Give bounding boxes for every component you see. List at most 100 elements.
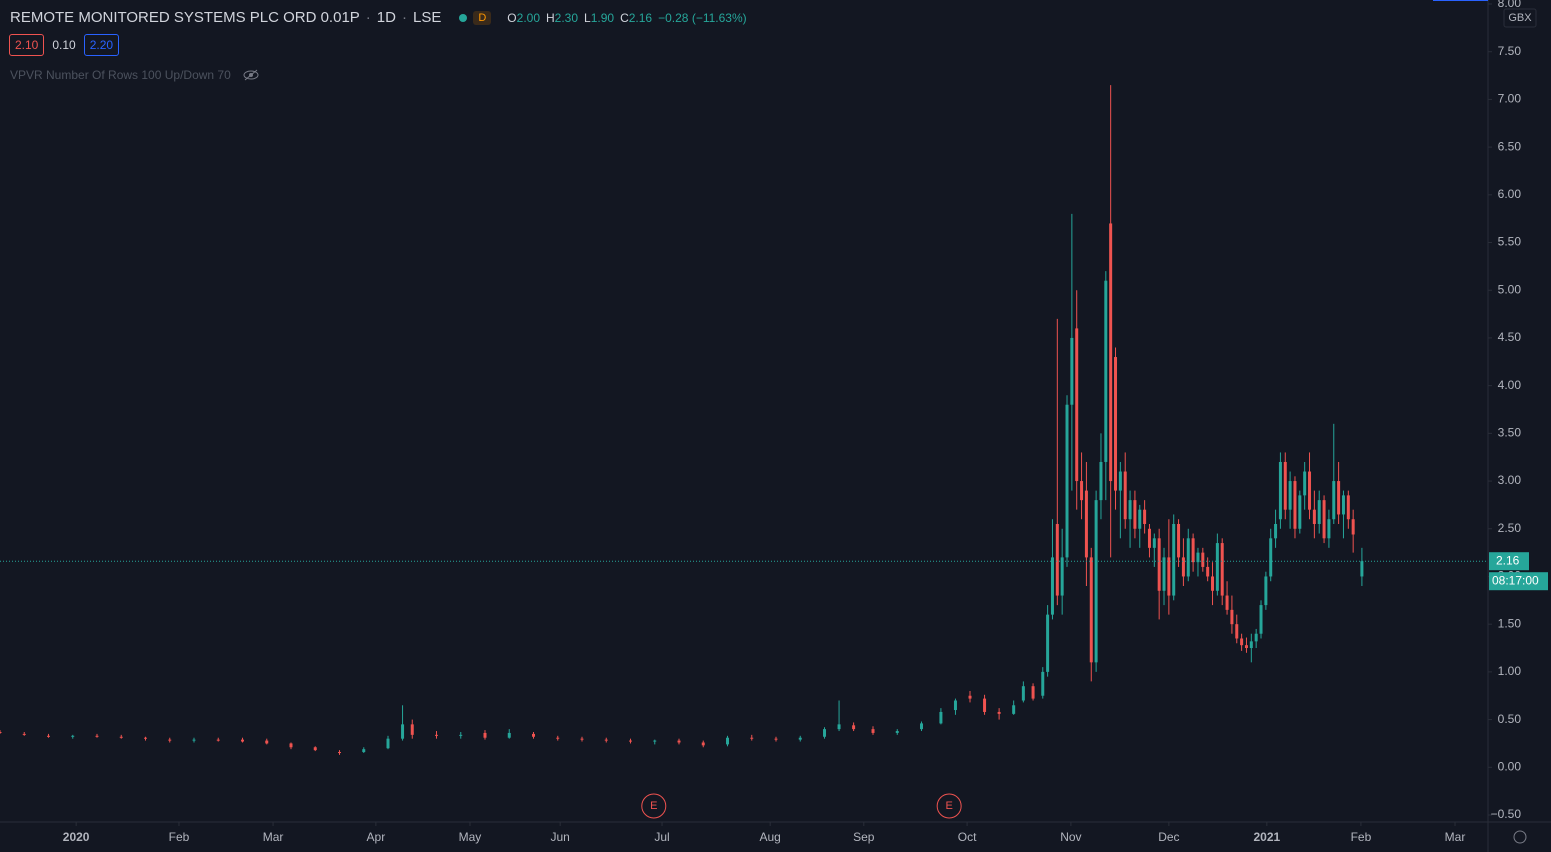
y-tick-label: 3.00 (1498, 473, 1522, 487)
candle-body (1099, 461, 1103, 501)
candle-body (401, 724, 405, 739)
candle-body (1186, 538, 1190, 577)
candle-body (1259, 605, 1263, 634)
candle-body (435, 734, 439, 736)
candle-body (701, 742, 705, 746)
candle-body (1351, 519, 1355, 535)
ohlc-key: H (546, 10, 555, 25)
earnings-marker (936, 793, 962, 819)
candle-body (1264, 576, 1268, 606)
candle-body (241, 739, 245, 742)
x-tick-label: Feb (1351, 830, 1372, 844)
earnings-label: E (650, 800, 657, 812)
candle-body (1196, 552, 1200, 563)
candle-body (289, 743, 293, 748)
candle-body (265, 740, 269, 744)
candle-body (1337, 481, 1341, 515)
x-tick-label: Jul (654, 830, 669, 844)
exchange: LSE (412, 9, 442, 26)
candle-body (1138, 509, 1142, 529)
candle-body (580, 738, 584, 740)
candle-body (920, 723, 924, 730)
candle-body (1283, 461, 1287, 510)
y-tick-label: 6.50 (1498, 139, 1522, 153)
candle-body (837, 724, 841, 730)
candle-body (95, 735, 99, 737)
last-price-label: 2.16 (1496, 553, 1520, 567)
settings-icon[interactable] (1513, 830, 1527, 844)
ohlc-value: 2.30 (554, 10, 579, 25)
candle-body (1109, 223, 1113, 482)
x-tick-label: 2021 (1253, 830, 1280, 844)
candle-body (1181, 557, 1185, 577)
ohlc-value: 2.16 (628, 10, 653, 25)
candle-body (1080, 481, 1084, 501)
x-tick-label: 2020 (63, 830, 90, 844)
candle-body (823, 729, 827, 737)
candle-body (1360, 561, 1364, 577)
candle-body (1341, 495, 1345, 515)
candle-body (1050, 557, 1054, 615)
candle-body (895, 731, 899, 733)
candle-body (953, 700, 957, 711)
candle-body (1244, 645, 1248, 649)
x-tick-label: Dec (1158, 830, 1179, 844)
candle-body (1240, 638, 1244, 646)
symbol: REMOTE MONITORED SYSTEMS PLC ORD 0.01P (10, 9, 360, 26)
interval: 1D (376, 9, 396, 26)
candle-body (1094, 500, 1098, 663)
x-tick-label: Jun (551, 830, 570, 844)
candle-body (459, 734, 463, 736)
candle-body (1201, 552, 1205, 567)
candle-body (983, 698, 987, 712)
candle-body (119, 736, 123, 738)
last-price-box (1489, 552, 1529, 571)
x-tick-label: Apr (367, 830, 386, 844)
ask[interactable]: 2.20 (83, 34, 120, 56)
candle-body (798, 737, 802, 740)
candle-body (677, 740, 681, 743)
candle-body (629, 740, 633, 742)
y-tick-label: 2.50 (1498, 521, 1522, 535)
y-tick-label: 5.50 (1498, 235, 1522, 249)
currency: GBX (1508, 12, 1532, 24)
candle-body (1312, 509, 1316, 524)
countdown-box (1489, 572, 1548, 591)
candle-body (1089, 557, 1093, 663)
candle-body (871, 729, 875, 733)
y-tick-label: −0.50 (1491, 807, 1522, 821)
candle-body (144, 737, 148, 739)
bid[interactable]: 2.10 (9, 34, 45, 56)
candle-body (1055, 523, 1059, 596)
candle-body (1274, 523, 1278, 539)
x-tick-label: Mar (1445, 830, 1466, 844)
candle-body (0, 731, 2, 733)
candle-body (1317, 500, 1321, 524)
candle-body (1346, 495, 1350, 520)
candle-body (774, 738, 778, 740)
candle-body (997, 711, 1001, 714)
candle-body (168, 739, 172, 741)
y-tick-label: 1.50 (1498, 616, 1522, 630)
candle-body (1123, 471, 1127, 520)
hide-icon[interactable] (242, 69, 260, 81)
candle-body (1298, 495, 1302, 529)
candle-body (1012, 705, 1016, 714)
candle-body (1070, 337, 1074, 405)
candle-body (1075, 328, 1079, 482)
change-pct: (−11.63%) (691, 10, 747, 25)
candle-body (410, 724, 414, 735)
x-tick-label: Mar (263, 830, 284, 844)
candle-body (1157, 538, 1161, 591)
candle-body (939, 711, 943, 724)
y-tick-label: 4.00 (1498, 378, 1522, 392)
candle-body (507, 732, 511, 738)
y-tick-label: 6.00 (1498, 187, 1522, 201)
candle-body (1322, 500, 1326, 539)
header: REMOTE MONITORED SYSTEMS PLC ORD 0.01P · … (10, 9, 747, 26)
candle-body (216, 739, 220, 741)
candle-body (338, 752, 342, 754)
candle-body (1225, 595, 1229, 610)
